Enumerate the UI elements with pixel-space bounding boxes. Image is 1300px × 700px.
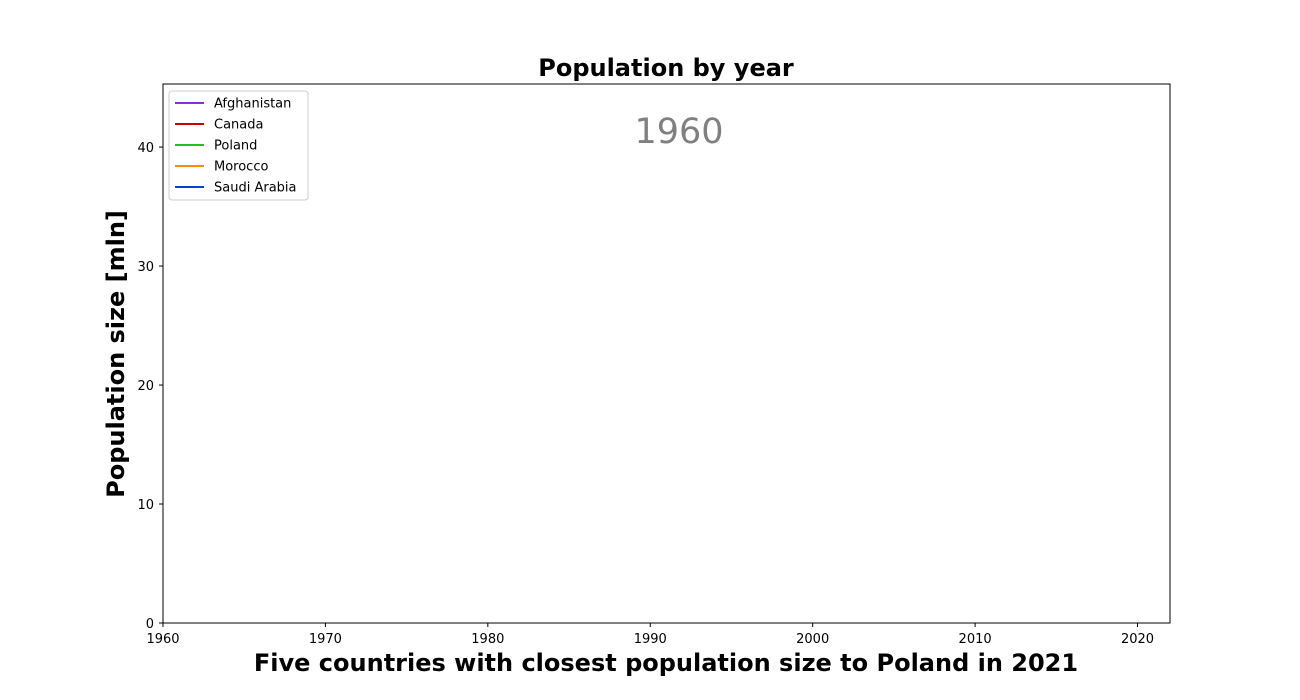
y-tick-label: 0 [146,617,154,632]
x-tick-label: 2020 [1121,632,1154,647]
x-tick-label: 1970 [309,632,342,647]
y-axis: 0 10 20 30 40 [137,141,163,632]
x-tick-label: 1980 [471,632,504,647]
x-axis-label: Five countries with closest population s… [254,649,1078,677]
x-tick-label: 1960 [146,632,179,647]
legend-label: Morocco [214,160,268,175]
x-axis: 1960 1970 1980 1990 2000 2010 2020 [146,623,1154,647]
legend-box [168,90,309,201]
legend-label: Saudi Arabia [214,181,297,196]
legend-label: Afghanistan [214,97,291,112]
legend-label: Canada [214,118,263,133]
chart-title: Population by year [538,54,794,82]
y-tick-label: 40 [137,141,154,156]
year-annotation: 1960 [634,112,723,152]
y-axis-label: Population size [mln] [102,210,130,498]
legend-label: Poland [214,139,257,154]
legend: Afghanistan Canada Poland Morocco Saudi Arab… [168,90,309,201]
x-tick-label: 1990 [634,632,667,647]
x-tick-label: 2010 [959,632,992,647]
y-tick-label: 30 [137,260,154,275]
x-tick-label: 2000 [796,632,829,647]
plot-area-frame [162,83,1171,624]
y-tick-label: 10 [137,498,154,513]
y-tick-label: 20 [137,379,154,394]
